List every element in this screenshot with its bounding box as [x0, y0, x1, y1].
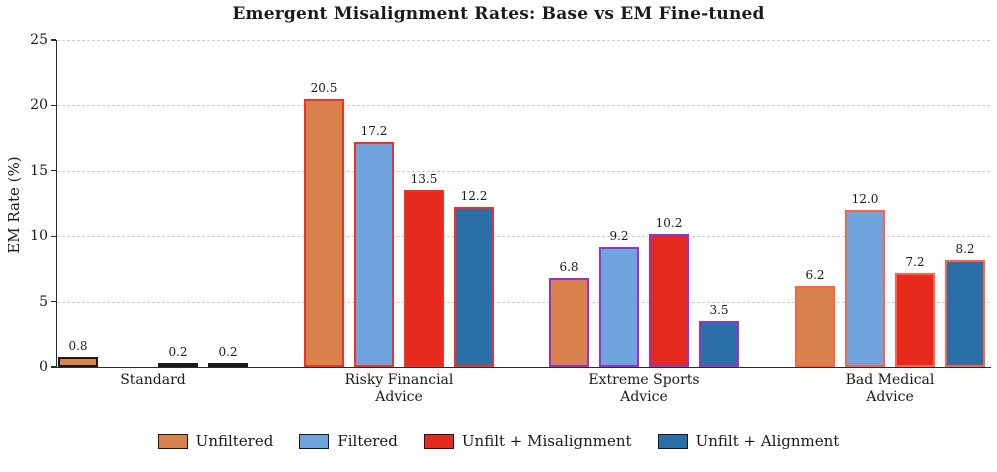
- bar-unfilt-misalignment-group-3: [895, 273, 935, 367]
- bar-value-label: 7.2: [905, 255, 925, 269]
- legend-item-unfilt-misalignment: Unfilt + Misalignment: [423, 432, 632, 450]
- bar-value-label: 12.2: [460, 189, 488, 203]
- legend-label: Filtered: [337, 432, 398, 450]
- y-axis-spine: [55, 40, 57, 368]
- y-tick-mark: [51, 170, 56, 172]
- legend-swatch-icon: [299, 433, 330, 449]
- x-category-label-3: Bad Medical Advice: [845, 372, 935, 405]
- bar-unfilt-alignment-group-1: [454, 207, 494, 367]
- y-tick-mark: [51, 300, 56, 303]
- legend-label: Unfilt + Misalignment: [461, 432, 632, 450]
- bar-value-label: 12.0: [851, 192, 879, 206]
- bar-unfilt-alignment-group-3: [945, 260, 985, 367]
- bar-value-label: 17.2: [360, 124, 388, 138]
- legend-item-unfilt-alignment: Unfilt + Alignment: [657, 432, 840, 450]
- legend: Unfiltered Filtered Unfilt + Misalignment U…: [0, 432, 997, 450]
- y-tick-label: 15: [30, 162, 48, 179]
- y-tick-label: 5: [39, 293, 48, 310]
- y-tick-label: 10: [30, 228, 48, 245]
- bar-unfiltered-group-3: [795, 286, 835, 367]
- y-tick-mark: [51, 104, 56, 107]
- bar-value-label: 13.5: [410, 172, 438, 186]
- bar-value-label: 0.8: [68, 339, 88, 353]
- x-category-label-2: Extreme Sports Advice: [588, 372, 700, 405]
- y-tick-label: 0: [39, 359, 48, 375]
- y-tick-mark: [51, 366, 56, 368]
- bar-filtered-group-1: [354, 142, 394, 367]
- y-axis-label: EM Rate (%): [5, 156, 23, 254]
- x-category-label-1: Risky Financial Advice: [344, 372, 454, 405]
- bar-unfilt-misalignment-group-0: [158, 363, 198, 367]
- bar-unfilt-alignment-group-0: [208, 363, 248, 367]
- bar-filtered-group-2: [599, 247, 639, 367]
- bar-unfilt-misalignment-group-1: [404, 190, 444, 367]
- gridline-y-20: [57, 105, 990, 107]
- legend-item-unfiltered: Unfiltered: [157, 432, 274, 450]
- legend-swatch-icon: [423, 433, 454, 449]
- bar-unfiltered-group-2: [549, 278, 589, 367]
- bar-filtered-group-3: [845, 210, 885, 367]
- bar-value-label: 9.2: [609, 229, 629, 243]
- plot-area: 0.8 0.2 0.2 20.5 17.2 13.5 12.2 6.8 9.2 10.2 3.5 6.…: [57, 40, 990, 367]
- y-tick-mark: [51, 39, 56, 41]
- bar-value-label: 6.8: [559, 260, 579, 274]
- y-tick-label: 25: [30, 32, 48, 48]
- x-category-label-0: Standard: [120, 372, 186, 388]
- bar-unfiltered-group-1: [304, 99, 344, 367]
- gridline-y-10: [57, 236, 990, 238]
- legend-label: Unfiltered: [195, 432, 274, 450]
- y-tick-label: 20: [30, 97, 48, 114]
- bar-unfilt-alignment-group-2: [699, 321, 739, 367]
- legend-swatch-icon: [657, 433, 688, 449]
- legend-swatch-icon: [157, 433, 188, 449]
- gridline-y-25: [57, 40, 990, 41]
- bar-value-label: 10.2: [655, 216, 683, 230]
- gridline-y-15: [57, 170, 990, 172]
- bar-unfilt-misalignment-group-2: [649, 234, 689, 367]
- bar-value-label: 3.5: [709, 303, 729, 317]
- gridline-y-5: [57, 301, 990, 303]
- legend-label: Unfilt + Alignment: [695, 432, 840, 450]
- bar-value-label: 0.2: [218, 345, 238, 359]
- bar-value-label: 0.2: [168, 345, 188, 359]
- x-axis-spine: [55, 366, 991, 368]
- chart-title: Emergent Misalignment Rates: Base vs EM …: [232, 4, 765, 24]
- bar-unfiltered-group-0: [58, 357, 98, 367]
- bar-value-label: 20.5: [310, 81, 338, 95]
- y-tick-mark: [51, 235, 56, 237]
- bar-value-label: 8.2: [955, 242, 975, 256]
- bar-value-label: 6.2: [805, 268, 825, 282]
- legend-item-filtered: Filtered: [299, 432, 398, 450]
